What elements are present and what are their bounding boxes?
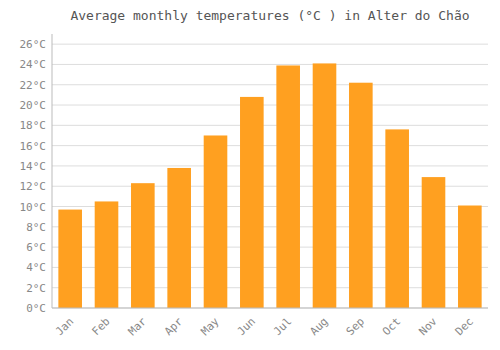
x-axis-line xyxy=(52,308,488,309)
x-tick-label: Feb xyxy=(89,315,112,338)
y-tick-label: 4°C xyxy=(26,261,46,274)
x-tick-label: Oct xyxy=(380,315,403,338)
y-tick-label: 26°C xyxy=(20,38,47,51)
x-tick-label: Jan xyxy=(53,315,76,338)
grid-line xyxy=(52,308,488,309)
chart: Average monthly temperatures (°C ) in Al… xyxy=(0,0,500,350)
y-tick-label: 12°C xyxy=(20,180,47,193)
bar xyxy=(276,65,300,308)
y-tick-label: 16°C xyxy=(20,140,47,153)
bar xyxy=(95,201,119,308)
y-tick-label: 6°C xyxy=(26,241,46,254)
x-tick-label: May xyxy=(198,315,222,339)
y-tick-label: 18°C xyxy=(20,119,47,132)
title: Average monthly temperatures (°C ) in Al… xyxy=(70,8,469,23)
bar xyxy=(458,206,482,308)
x-tick-label: Aug xyxy=(307,315,330,338)
grid-line xyxy=(52,64,488,65)
bar xyxy=(58,210,82,308)
grid-line xyxy=(52,125,488,126)
bar xyxy=(167,168,191,308)
grid xyxy=(52,44,488,308)
y-tick-label: 10°C xyxy=(20,201,47,214)
y-axis-line xyxy=(52,34,53,308)
bar xyxy=(131,183,155,308)
bar xyxy=(349,83,373,308)
x-tick-label: Nov xyxy=(416,315,440,339)
grid-line xyxy=(52,84,488,85)
bar xyxy=(385,129,409,308)
bar xyxy=(204,135,228,308)
bars xyxy=(58,63,481,308)
y-tick-label: 2°C xyxy=(26,282,46,295)
bar xyxy=(422,177,446,308)
grid-line xyxy=(52,145,488,146)
x-tick-label: Sep xyxy=(344,315,367,338)
y-tick-label: 20°C xyxy=(20,99,47,112)
grid-line xyxy=(52,165,488,166)
y-tick-label: 14°C xyxy=(20,160,47,173)
bar xyxy=(240,97,264,308)
bar xyxy=(313,63,337,308)
x-tick-label: Jun xyxy=(235,315,258,338)
grid-line xyxy=(52,44,488,45)
x-tick-label: Apr xyxy=(162,315,186,339)
x-tick-label: Dec xyxy=(453,315,476,338)
y-tick-label: 0°C xyxy=(26,302,46,315)
x-tick-label: Mar xyxy=(126,315,150,339)
y-tick-label: 24°C xyxy=(20,58,47,71)
y-tick-label: 8°C xyxy=(26,221,46,234)
y-tick-label: 22°C xyxy=(20,79,47,92)
grid-line xyxy=(52,105,488,106)
x-tick-label: Jul xyxy=(271,315,294,338)
